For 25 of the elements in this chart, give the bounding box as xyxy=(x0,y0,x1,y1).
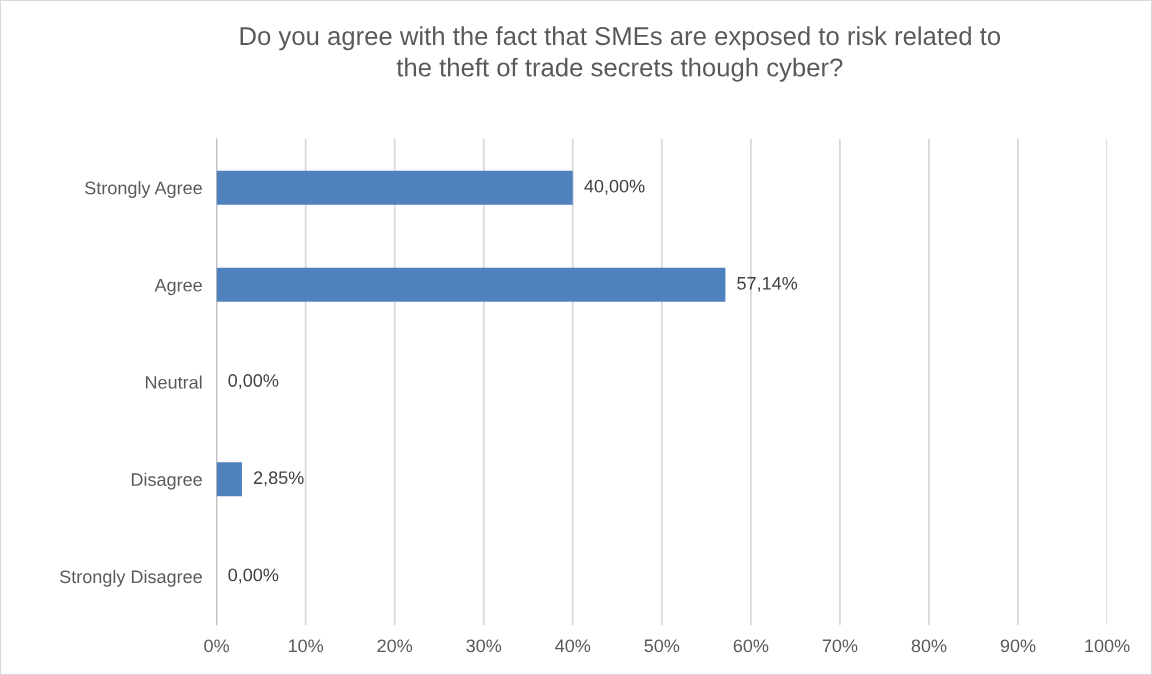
y-tick-label: Agree xyxy=(154,278,202,296)
x-tick-label: 60% xyxy=(733,639,769,653)
data-label: 57,14% xyxy=(737,276,798,292)
x-tick-label: 70% xyxy=(822,639,858,653)
y-tick-label: Strongly Agree xyxy=(85,181,202,198)
x-tick-label: 50% xyxy=(644,639,680,653)
x-tick-label: 40% xyxy=(555,639,591,653)
bar xyxy=(216,462,242,497)
x-tick-label: 0% xyxy=(204,639,229,653)
data-label: 40,00% xyxy=(584,179,645,195)
x-tick-label: 30% xyxy=(466,639,502,653)
y-tick-label: Disagree xyxy=(131,472,202,490)
bar xyxy=(216,267,726,302)
y-tick-label: Neutral xyxy=(145,375,202,389)
x-tick-label: 80% xyxy=(911,639,947,653)
x-tick-label: 100% xyxy=(1085,639,1130,653)
bar xyxy=(216,170,573,205)
x-tick-label: 20% xyxy=(377,639,413,653)
data-label: 0,00% xyxy=(228,374,279,390)
data-label: 2,85% xyxy=(253,471,304,487)
x-tick-label: 10% xyxy=(288,639,324,653)
chart-title: Do you agree with the fact that SMEs are exposed to risk related to the theft of trade secrets though cyber? xyxy=(240,26,1001,82)
data-label: 0,00% xyxy=(228,568,279,584)
x-tick-label: 90% xyxy=(1000,639,1036,653)
y-tick-label: Strongly Disagree xyxy=(60,569,202,587)
